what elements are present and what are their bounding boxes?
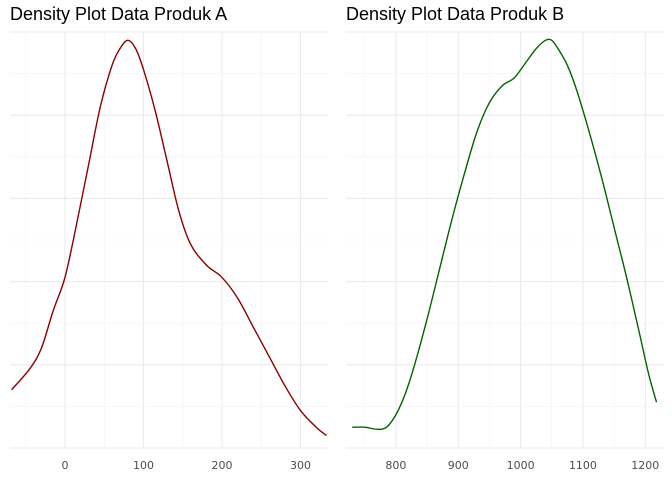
- x-tick-label-1100: 1100: [569, 459, 597, 472]
- density-line-b: [352, 38, 658, 430]
- panel-produk-a: Density Plot Data Produk A 0 100 200 300: [10, 4, 328, 472]
- x-tick-label-1200: 1200: [631, 459, 659, 472]
- density-chart-produk-b: 800 900 1000 1100 1200: [346, 31, 664, 472]
- density-line-a: [11, 39, 327, 437]
- panel-produk-b: Density Plot Data Produk B 800 900 1000 110…: [336, 0, 672, 480]
- x-tick-label-900: 900: [448, 459, 469, 472]
- grid-a: [10, 31, 328, 449]
- x-tick-label-200: 200: [212, 459, 233, 472]
- x-tick-label-300: 300: [290, 459, 311, 472]
- x-tick-label-800: 800: [385, 459, 406, 472]
- grid-b: [346, 31, 664, 449]
- x-tick-label-0: 0: [61, 459, 68, 472]
- chart-title-produk-a: Density Plot Data Produk A: [10, 4, 228, 24]
- chart-title-produk-b: Density Plot Data Produk B: [346, 4, 565, 24]
- x-tick-label-100: 100: [133, 459, 154, 472]
- density-chart-produk-a: 0 100 200 300: [10, 31, 328, 472]
- x-tick-label-1000: 1000: [507, 459, 535, 472]
